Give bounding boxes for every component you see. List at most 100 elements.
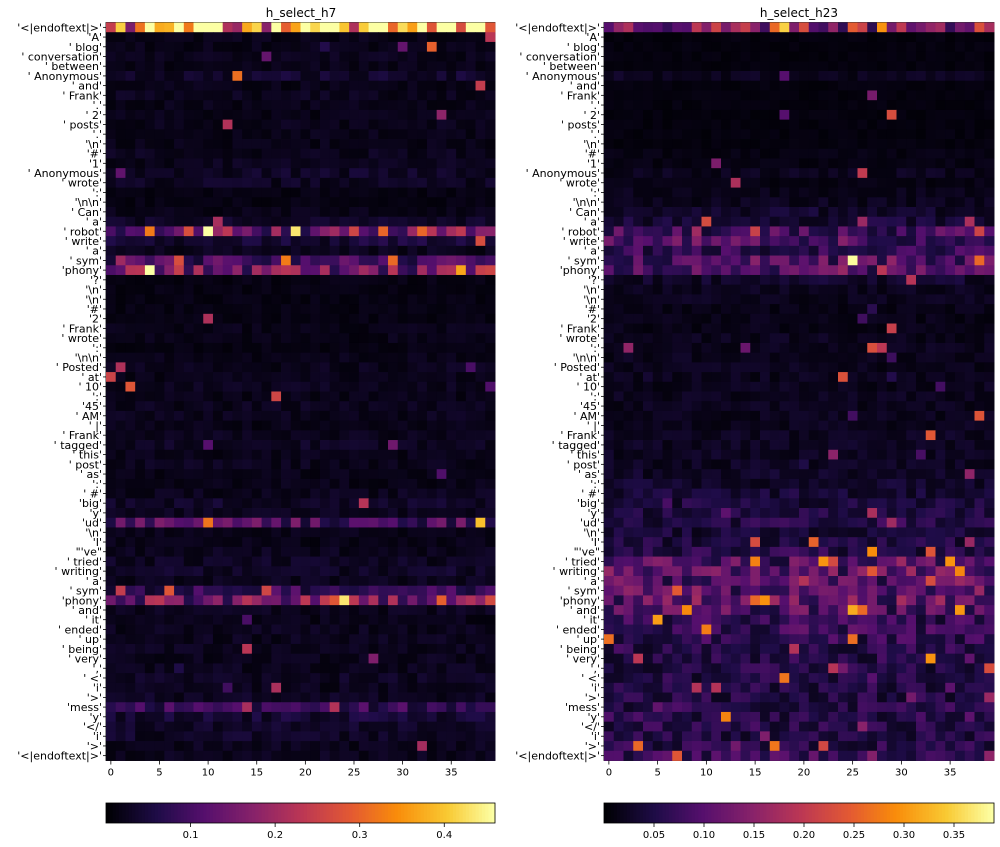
heatmap-cell (984, 139, 995, 150)
heatmap-cell (397, 440, 408, 451)
heatmap-cell (877, 41, 888, 53)
heatmap-cell (349, 605, 360, 616)
heatmap-cell (906, 274, 917, 286)
heatmap-cell (154, 109, 165, 120)
heatmap-cell (779, 391, 790, 402)
heatmap-cell (964, 323, 975, 334)
heatmap-cell (368, 381, 379, 392)
heatmap-cell (193, 682, 204, 693)
heatmap-cell (144, 362, 156, 373)
heatmap-cell (135, 624, 146, 635)
heatmap-cell (407, 750, 418, 761)
heatmap-cell (378, 32, 389, 43)
heatmap-cell (426, 323, 438, 334)
heatmap-cell (877, 255, 888, 266)
heatmap-cell (281, 372, 292, 383)
heatmap-cell (378, 313, 389, 324)
heatmap-cell (436, 245, 447, 256)
colorbar-segment (371, 803, 376, 823)
heatmap-cell (281, 643, 292, 655)
heatmap-cell (906, 119, 917, 130)
heatmap-cell (935, 391, 946, 402)
heatmap-cell (164, 323, 175, 334)
heatmap-cell (818, 304, 829, 315)
heatmap-cell (818, 284, 829, 295)
heatmap-cell (436, 207, 447, 218)
heatmap-cell (183, 731, 194, 742)
heatmap-cell (388, 488, 399, 499)
heatmap-cell (261, 80, 272, 91)
heatmap-cell (945, 216, 956, 227)
heatmap-cell (154, 469, 165, 480)
heatmap-cell (475, 342, 486, 354)
heatmap-cell (955, 362, 966, 373)
heatmap-cell (711, 391, 722, 402)
heatmap-cell (115, 265, 126, 276)
heatmap-cell (290, 41, 301, 53)
x-tick-label: 20 (299, 768, 312, 779)
heatmap-cell (877, 71, 888, 82)
heatmap-cell (407, 362, 418, 373)
heatmap-cell (436, 653, 447, 664)
heatmap-cell (319, 624, 331, 635)
heatmap-cell (339, 391, 350, 402)
heatmap-cell (319, 32, 331, 43)
heatmap-cell (964, 410, 975, 422)
heatmap-cell (222, 556, 233, 567)
heatmap-cell (701, 420, 712, 431)
heatmap-cell (407, 420, 418, 431)
heatmap-cell (106, 673, 117, 684)
heatmap-cell (407, 508, 418, 519)
heatmap-cell (916, 313, 927, 324)
heatmap-cell (838, 284, 849, 295)
heatmap-cell (417, 352, 428, 363)
heatmap-cell (760, 274, 771, 286)
heatmap-cell (896, 71, 907, 82)
heatmap-cell (613, 158, 624, 169)
heatmap-cell (417, 100, 428, 111)
heatmap-cell (808, 197, 819, 208)
heatmap-cell (349, 527, 360, 538)
heatmap-cell (349, 663, 360, 674)
heatmap-cell (906, 313, 917, 324)
heatmap-cell (125, 721, 136, 732)
heatmap-cell (164, 381, 175, 392)
heatmap-cell (436, 546, 447, 557)
heatmap-cell (368, 517, 379, 528)
heatmap-cell (115, 207, 126, 218)
heatmap-cell (485, 624, 496, 635)
heatmap-cell (436, 566, 447, 577)
heatmap-cell (925, 342, 936, 354)
heatmap-cell (378, 566, 389, 577)
heatmap-cell (475, 741, 486, 752)
heatmap-cell (436, 440, 447, 451)
heatmap-cell (417, 605, 428, 616)
heatmap-cell (115, 255, 126, 266)
heatmap-cell (106, 100, 117, 111)
colorbar-segment (430, 803, 434, 823)
heatmap-cell (378, 420, 389, 431)
heatmap-cell (465, 61, 476, 72)
heatmap-cell (945, 119, 956, 130)
heatmap-cell (407, 449, 418, 460)
heatmap-cell (368, 711, 379, 723)
heatmap-cell (212, 61, 224, 72)
heatmap-cell (300, 236, 311, 247)
heatmap-cell (417, 391, 428, 402)
heatmap-cell (106, 440, 117, 451)
heatmap-cell (407, 148, 418, 159)
heatmap-cell (465, 517, 476, 528)
heatmap-cell (300, 129, 311, 140)
heatmap-cell (916, 71, 927, 82)
heatmap-cell (750, 284, 761, 295)
heatmap-cell (701, 381, 712, 392)
heatmap-cell (662, 71, 673, 82)
heatmap-cell (925, 148, 936, 159)
heatmap-cell (300, 80, 311, 91)
heatmap-cell (106, 527, 117, 538)
heatmap-cell (329, 459, 340, 470)
heatmap-cell (368, 391, 379, 402)
heatmap-cell (349, 556, 360, 567)
heatmap-cell (818, 410, 829, 422)
heatmap-cell (711, 372, 722, 383)
